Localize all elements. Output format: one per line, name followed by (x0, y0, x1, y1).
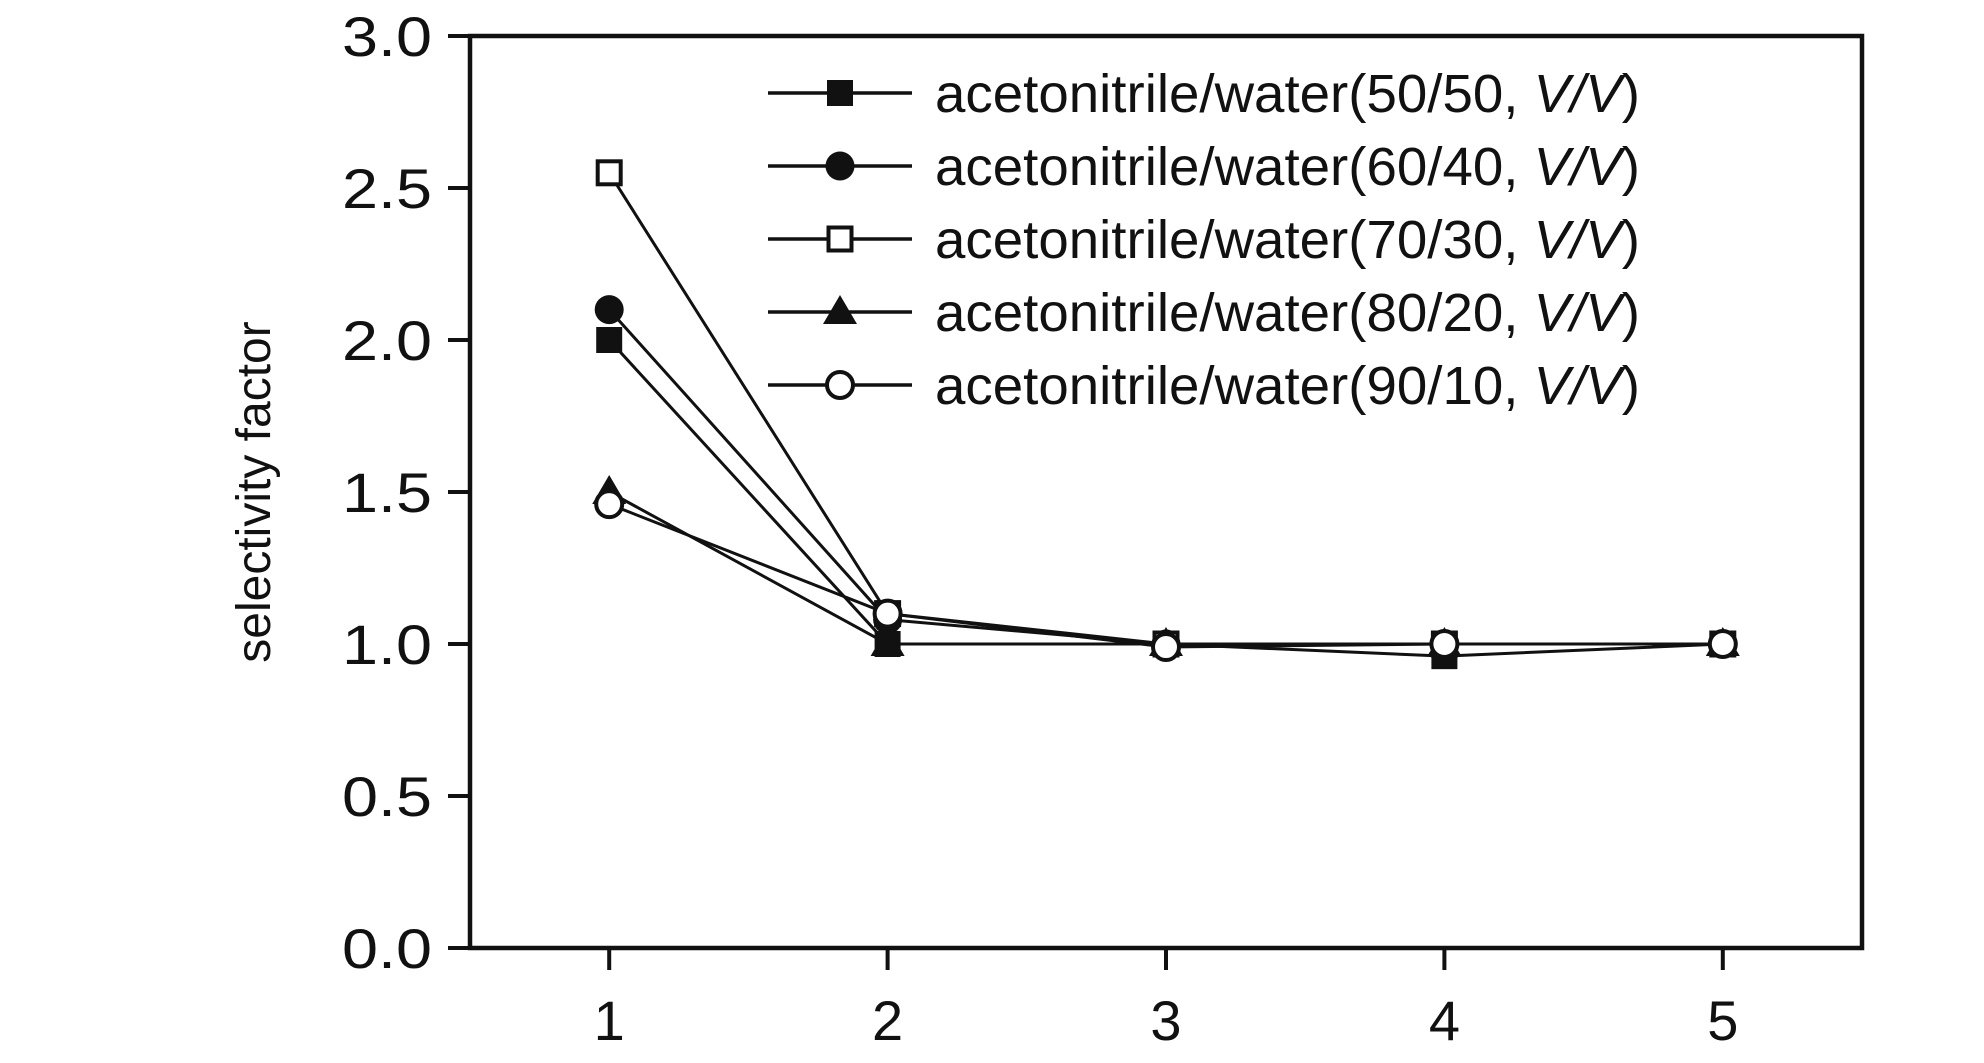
legend-item: acetonitrile/water(50/50, V/V) (768, 64, 1640, 124)
legend-label: acetonitrile/water(90/10, V/V) (935, 356, 1640, 416)
legend-marker (823, 295, 857, 324)
legend-item: acetonitrile/water(90/10, V/V) (768, 356, 1640, 416)
legend-marker (825, 370, 855, 400)
marker-shape (870, 627, 905, 656)
data-point-90-10 (872, 598, 903, 629)
y-tick-label: 1.0 (342, 613, 432, 676)
marker-shape (826, 225, 854, 253)
y-tick-label: 1.5 (342, 461, 432, 524)
data-point-60-40 (594, 295, 624, 325)
y-tick-label: 3.0 (342, 5, 432, 68)
marker-shape (1151, 632, 1181, 663)
marker-shape (823, 295, 857, 324)
marker-shape (594, 489, 625, 520)
legend-marker (825, 151, 855, 181)
legend-marker (826, 225, 854, 253)
data-point-50-50 (596, 327, 623, 353)
legend: acetonitrile/water(50/50, V/V) acetonitri… (768, 64, 1640, 416)
marker-shape (594, 295, 624, 325)
x-tick-label: 3 (1150, 989, 1181, 1052)
series-layer (592, 159, 1740, 670)
marker-shape (1429, 629, 1460, 659)
legend-label: acetonitrile/water(50/50, V/V) (935, 64, 1640, 124)
marker-shape (827, 80, 853, 106)
marker-shape (595, 159, 623, 187)
data-point-90-10 (594, 489, 625, 520)
marker-shape (596, 327, 623, 353)
legend-label: acetonitrile/water(70/30, V/V) (935, 210, 1640, 270)
data-point-90-10 (1151, 632, 1181, 663)
marker-shape (1707, 629, 1738, 659)
x-tick-label: 5 (1707, 989, 1738, 1052)
axes: 0.0 0.5 1.0 1.5 2.0 2.5 3.0 1 2 3 4 5 selectivity fa… (228, 5, 1865, 1052)
y-tick-label: 0.0 (342, 917, 432, 980)
data-point-90-10 (1429, 629, 1460, 659)
data-point-90-10 (1707, 629, 1738, 659)
y-tick-label: 2.5 (342, 157, 432, 220)
y-tick-label: 0.5 (342, 765, 432, 828)
legend-marker (827, 80, 853, 106)
y-axis-label: selectivity factor (228, 321, 281, 662)
legend-item: acetonitrile/water(60/40, V/V) (768, 137, 1640, 197)
legend-item: acetonitrile/water(80/20, V/V) (768, 283, 1640, 343)
data-point-80-20 (870, 627, 905, 656)
y-tick-label: 2.0 (342, 309, 432, 372)
legend-item: acetonitrile/water(70/30, V/V) (768, 210, 1640, 270)
marker-shape (825, 151, 855, 181)
marker-shape (872, 598, 903, 629)
x-tick-label: 1 (594, 989, 625, 1052)
legend-label: acetonitrile/water(80/20, V/V) (935, 283, 1640, 343)
x-tick-label: 2 (872, 989, 903, 1052)
marker-shape (825, 370, 855, 400)
legend-label: acetonitrile/water(60/40, V/V) (935, 137, 1640, 197)
data-point-70-30 (595, 159, 623, 187)
x-tick-label: 4 (1429, 989, 1460, 1052)
